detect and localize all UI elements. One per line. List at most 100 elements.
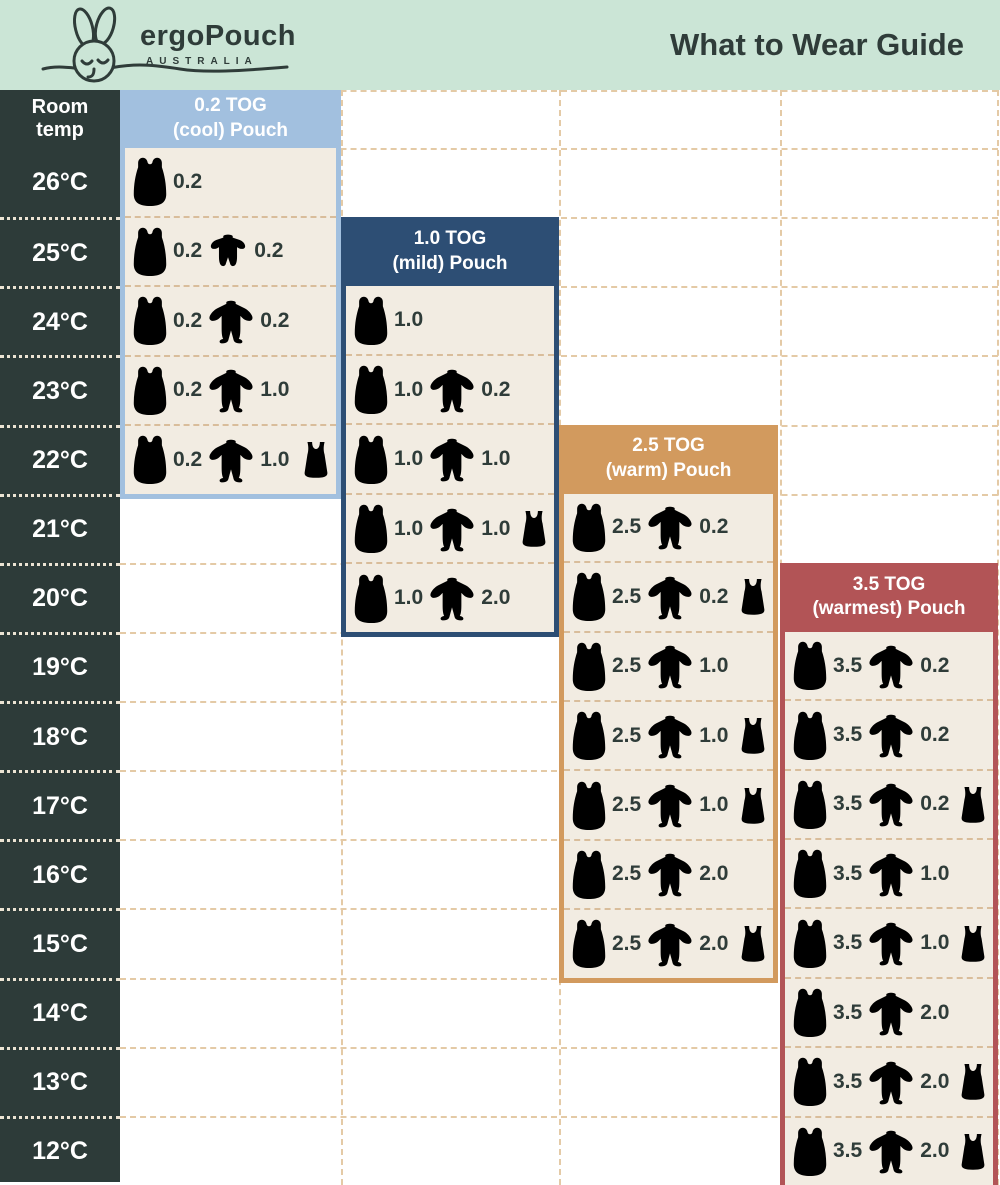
singlet-icon — [302, 439, 330, 480]
tog-value: 2.5 — [612, 515, 642, 539]
guide-row-19c: 3.5 0.2 — [785, 632, 993, 699]
tog-value: 0.2 — [699, 584, 729, 608]
guide-row-25c: 0.2 0.2 — [125, 215, 336, 286]
guide-row-17c: 2.5 1.0 — [564, 769, 773, 838]
tog-panel-title: 1.0 TOG (mild) Pouch — [346, 217, 554, 286]
temp-row-19c: 19°C — [0, 631, 120, 701]
tog-value: 3.5 — [833, 723, 863, 746]
onesie-icon — [645, 574, 695, 620]
tog-value: 2.0 — [920, 1000, 950, 1024]
sleep-pouch-icon — [570, 709, 608, 762]
tog-value: 2.0 — [699, 862, 729, 886]
tog-panel-1.0: 1.0 TOG (mild) Pouch 1.0 1.0 0.2 1.0 1.0 1.0 1.0… — [341, 217, 559, 637]
onesie-icon — [645, 643, 695, 689]
sleep-pouch-icon — [791, 917, 829, 970]
temp-label: 24°C — [32, 307, 88, 336]
onesie-icon — [206, 367, 256, 413]
sleep-pouch-icon — [791, 986, 829, 1039]
guide-row-12c: 3.5 2.0 — [785, 1115, 993, 1185]
temp-row-21c: 21°C — [0, 493, 120, 563]
sleep-pouch-icon — [131, 364, 169, 417]
tog-value: 1.0 — [699, 654, 729, 678]
tog-panel-body: 0.2 0.2 0.2 0.2 0.2 0.2 1.0 0.2 1.0 — [125, 148, 336, 494]
temp-label: 26°C — [32, 168, 88, 197]
room-temp-header-line1: Room — [31, 96, 89, 118]
onesie-icon — [206, 437, 256, 483]
sleep-pouch-icon — [352, 502, 390, 555]
brand-name: ergoPouch — [140, 20, 296, 52]
singlet-icon — [959, 1061, 987, 1102]
temp-label: 21°C — [32, 515, 88, 544]
sleep-pouch-icon — [791, 847, 829, 900]
onesie-icon — [866, 781, 916, 827]
tog-value: 2.0 — [481, 586, 511, 610]
onesie-icon — [866, 1128, 916, 1174]
tog-value: 0.2 — [699, 515, 729, 539]
temp-label: 18°C — [32, 722, 88, 751]
sleep-pouch-icon — [131, 225, 169, 278]
temp-row-20c: 20°C — [0, 562, 120, 632]
guide-row-20c: 1.0 2.0 — [346, 562, 554, 632]
sleep-pouch-icon — [570, 917, 608, 970]
temp-row-15c: 15°C — [0, 908, 120, 977]
tog-value: 1.0 — [699, 723, 729, 747]
guide-row-15c: 2.5 2.0 — [564, 908, 773, 977]
temp-label: 19°C — [32, 653, 88, 682]
sleep-pouch-icon — [570, 848, 608, 901]
tog-value: 0.2 — [481, 377, 511, 401]
singlet-icon — [959, 923, 987, 964]
room-temp-column: Room temp 26°C 25°C 24°C 23°C 22°C 21°C 20°C 19… — [0, 90, 120, 1182]
temp-label: 22°C — [32, 446, 88, 475]
temp-label: 16°C — [32, 860, 88, 889]
tog-value: 1.0 — [260, 378, 290, 402]
onesie-icon — [427, 575, 477, 621]
temp-label: 14°C — [32, 999, 88, 1028]
sleep-pouch-icon — [791, 709, 829, 762]
temp-label: 20°C — [32, 584, 88, 613]
temp-row-24c: 24°C — [0, 286, 120, 355]
ergopouch-logo: ergoPouch AUSTRALIA — [40, 2, 300, 88]
onesie-icon — [427, 436, 477, 482]
onesie-icon — [866, 643, 916, 689]
tog-value: 3.5 — [833, 1069, 863, 1093]
sleep-pouch-icon — [570, 640, 608, 693]
tog-value: 2.5 — [612, 793, 642, 817]
tog-value: 2.0 — [920, 1139, 950, 1163]
temp-row-17c: 17°C — [0, 770, 120, 839]
guide-row-22c: 0.2 1.0 — [125, 424, 336, 494]
temp-row-26c: 26°C — [0, 148, 120, 217]
singlet-icon — [739, 785, 767, 826]
sleep-pouch-icon — [131, 433, 169, 486]
onesie-icon — [427, 367, 477, 413]
tog-panel-body: 1.0 1.0 0.2 1.0 1.0 1.0 1.0 1.0 2.0 — [346, 286, 554, 632]
temp-row-12c: 12°C — [0, 1115, 120, 1182]
onesie-icon — [645, 921, 695, 967]
tog-value: 1.0 — [260, 447, 290, 471]
guide-row-16c: 2.5 2.0 — [564, 838, 773, 908]
tog-panel-title-line1: 0.2 TOG — [194, 95, 267, 117]
guide-row-18c: 2.5 1.0 — [564, 699, 773, 769]
tog-value: 3.5 — [833, 931, 863, 955]
tog-value: 3.5 — [833, 792, 863, 816]
room-temp-header: Room temp — [0, 90, 120, 148]
tog-panel-2.5: 2.5 TOG (warm) Pouch 2.5 0.2 2.5 0.2 2.5 1.0 2.5… — [559, 424, 778, 983]
grid-column-line — [997, 90, 999, 1185]
brand-subtitle: AUSTRALIA — [146, 56, 258, 67]
tog-value: 1.0 — [394, 516, 424, 540]
onesie-icon — [427, 506, 477, 552]
tog-panel-title-line1: 2.5 TOG — [632, 435, 705, 457]
onesie-icon — [866, 990, 916, 1036]
romper-icon — [206, 232, 250, 270]
tog-panel-title-line2: (warm) Pouch — [605, 460, 732, 482]
onesie-icon — [645, 504, 695, 550]
onesie-icon — [206, 298, 256, 344]
tog-value: 1.0 — [394, 447, 424, 471]
temp-row-25c: 25°C — [0, 217, 120, 286]
tog-panel-title-line2: (mild) Pouch — [392, 252, 508, 274]
sleep-pouch-icon — [352, 294, 390, 347]
tog-value: 2.5 — [612, 654, 642, 678]
sleep-pouch-icon — [131, 155, 169, 208]
tog-value: 1.0 — [920, 861, 950, 885]
sleep-pouch-icon — [352, 433, 390, 486]
tog-value: 3.5 — [833, 653, 863, 677]
